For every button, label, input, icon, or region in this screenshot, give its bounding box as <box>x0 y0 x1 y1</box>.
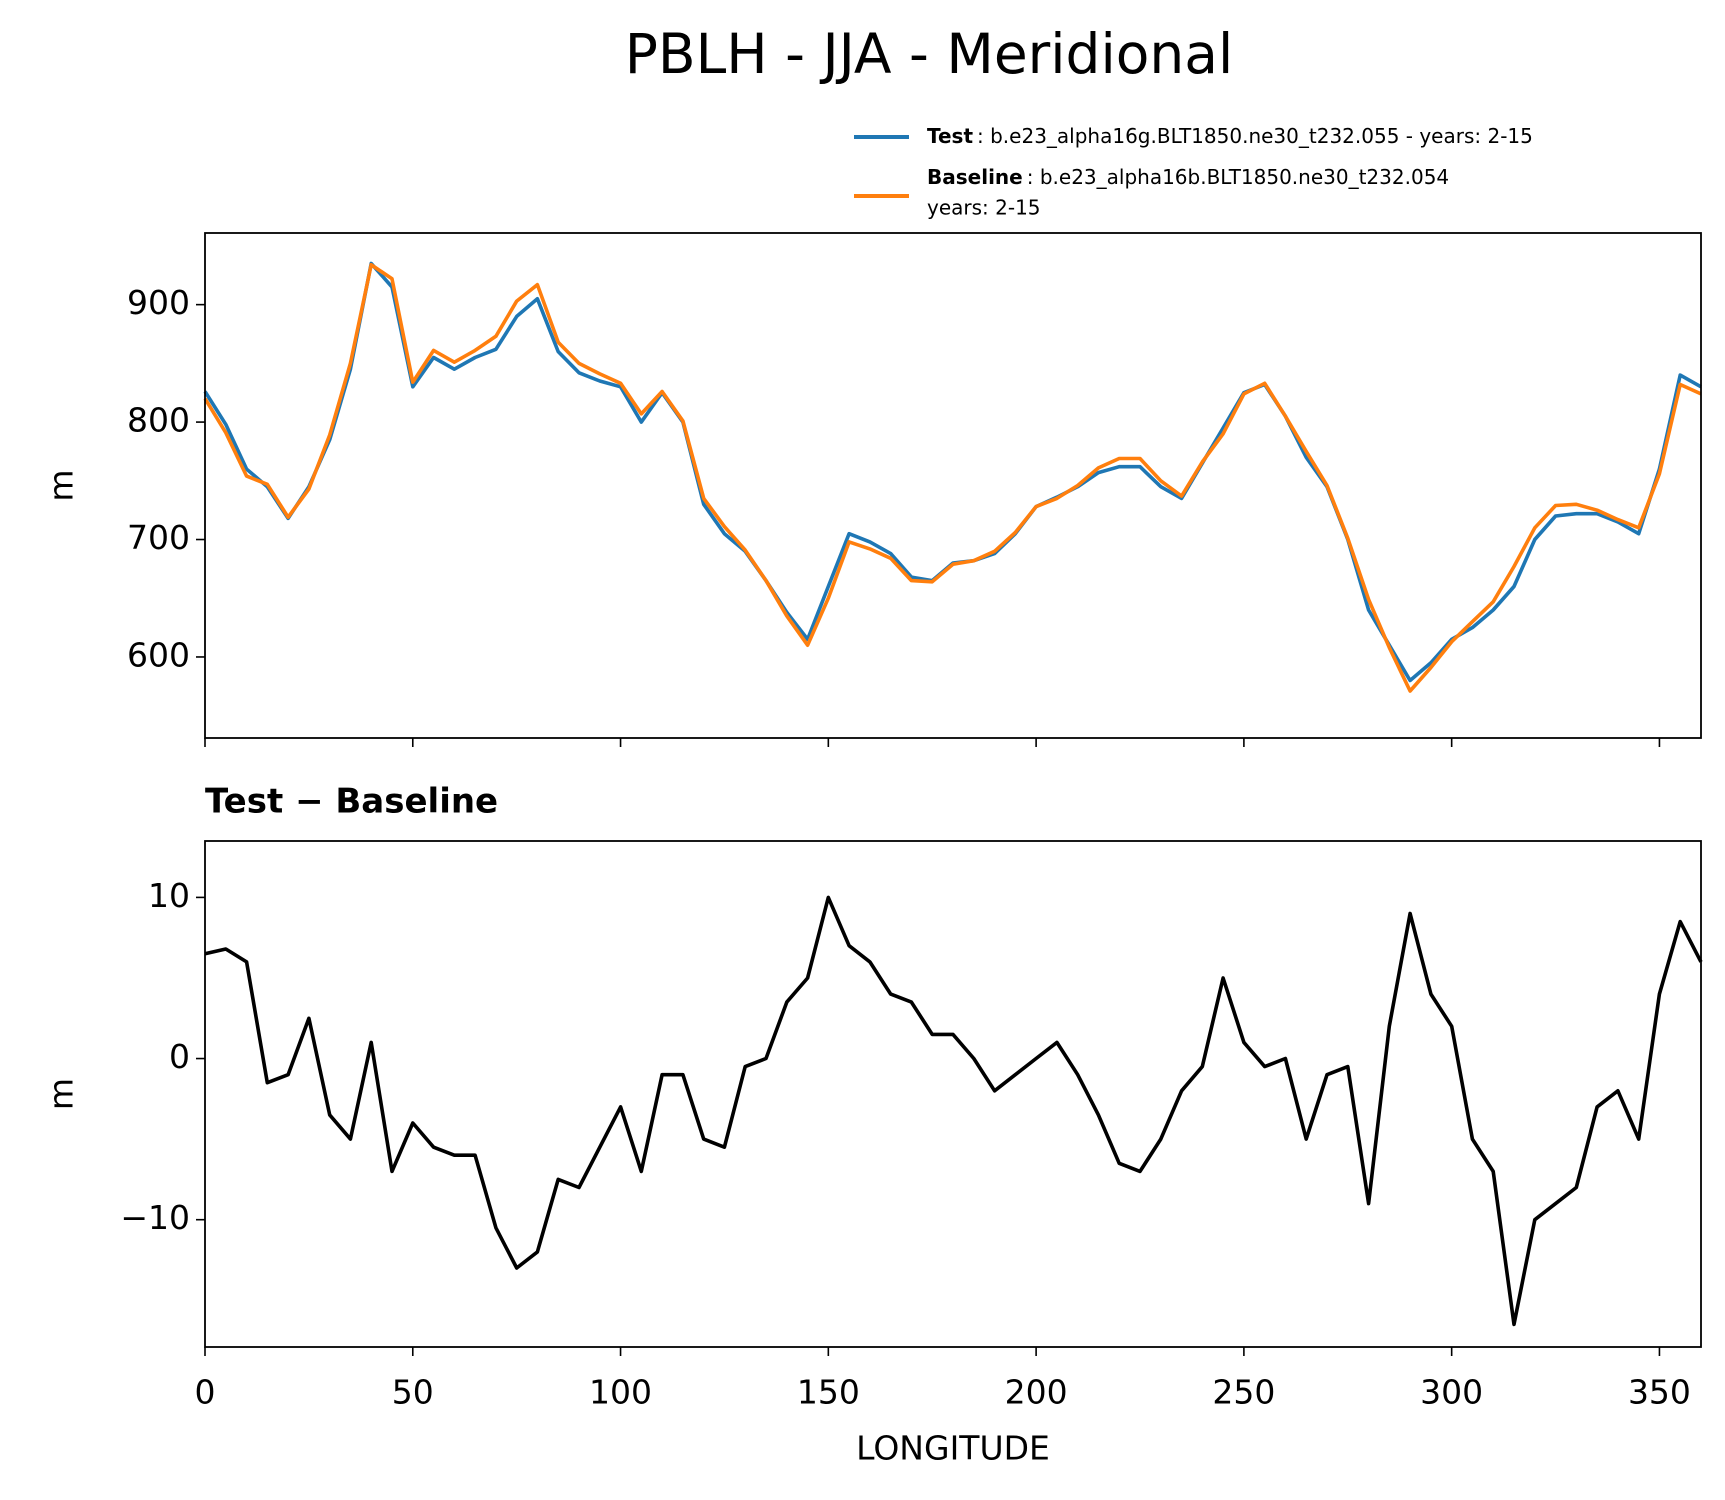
plot-frame <box>204 840 1702 1348</box>
x-tick-label: 150 <box>797 1373 860 1412</box>
y-axis-label: m <box>42 469 81 501</box>
x-tick-label: 300 <box>1420 1373 1483 1412</box>
legend-text: : b.e23_alpha16g.BLT1850.ne30_t232.055 -… <box>977 124 1533 148</box>
x-tick-label: 100 <box>589 1373 652 1412</box>
y-tick-label: −10 <box>120 1198 190 1237</box>
plot-frame <box>204 232 1702 739</box>
y-tick-label: 900 <box>127 283 190 322</box>
x-tick-label: 0 <box>195 1373 216 1412</box>
legend-label: Baseline: b.e23_alpha16b.BLT1850.ne30_t2… <box>927 165 1449 189</box>
legend-label-line2: years: 2-15 <box>927 196 1041 220</box>
legend-name: Baseline <box>927 165 1023 189</box>
x-axis-label: LONGITUDE <box>856 1429 1050 1468</box>
figure-title: PBLH - JJA - Meridional <box>625 22 1234 86</box>
subplot-title: Test − Baseline <box>205 782 498 822</box>
x-tick-label: 350 <box>1628 1373 1691 1412</box>
x-tick-label: 200 <box>1005 1373 1068 1412</box>
legend-text: : b.e23_alpha16b.BLT1850.ne30_t232.054 <box>1027 165 1449 189</box>
data-line <box>204 895 1703 1327</box>
y-axis-label: m <box>42 1078 81 1110</box>
y-tick-label: 800 <box>127 401 190 440</box>
legend-name: Test <box>927 124 973 148</box>
legend-label: Test: b.e23_alpha16g.BLT1850.ne30_t232.0… <box>927 124 1533 148</box>
data-line <box>203 262 1702 693</box>
y-tick-label: 700 <box>127 518 190 557</box>
x-tick-label: 50 <box>392 1373 434 1412</box>
y-tick-label: 600 <box>127 635 190 674</box>
y-tick-label: 10 <box>148 876 190 915</box>
x-tick-label: 250 <box>1212 1373 1275 1412</box>
y-tick-label: 0 <box>169 1037 190 1076</box>
